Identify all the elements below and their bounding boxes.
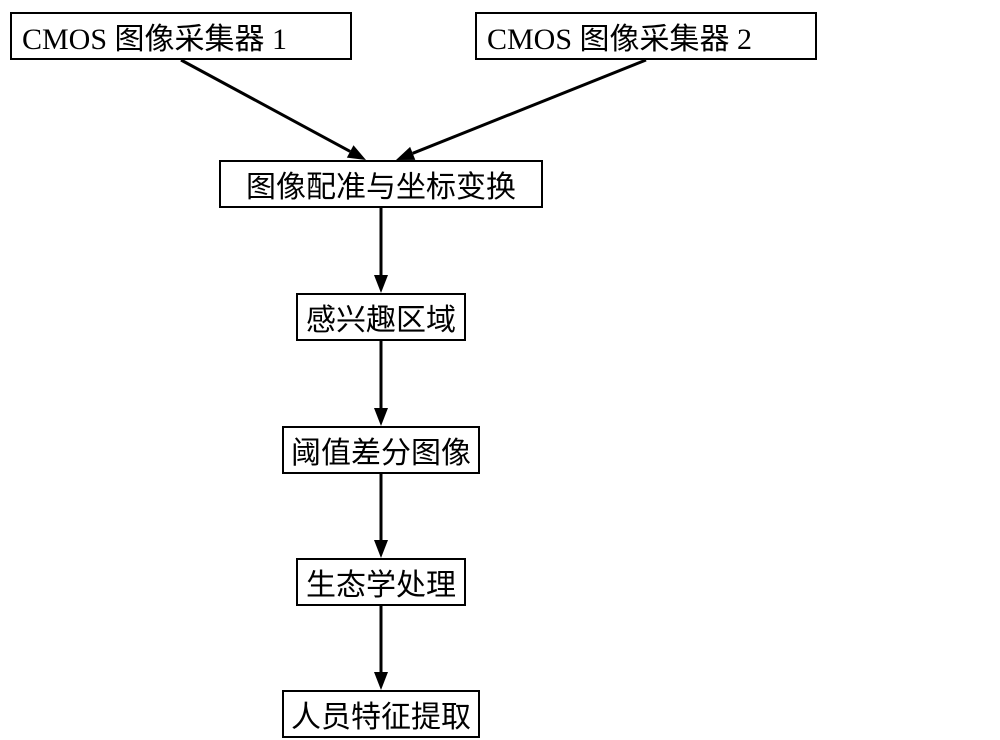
node-roi-label: 感兴趣区域: [306, 295, 456, 339]
node-ecology-process-label: 生态学处理: [306, 560, 456, 604]
node-ecology-process: 生态学处理: [296, 558, 466, 606]
node-cmos-collector-2: CMOS 图像采集器 2: [475, 12, 817, 60]
edge-thresh-to-eco: [374, 474, 388, 558]
flowchart-canvas: CMOS 图像采集器 1 CMOS 图像采集器 2 图像配准与坐标变换感兴趣区域阈值…: [0, 0, 1000, 740]
edge-roi-to-thresh: [374, 341, 388, 426]
node-registration: 图像配准与坐标变换: [219, 160, 543, 208]
node-feature-extract-label: 人员特征提取: [291, 692, 471, 736]
edge-eco-to-feat: [374, 606, 388, 690]
node-registration-label: 图像配准与坐标变换: [246, 162, 516, 206]
node-cmos-collector-1-label: CMOS 图像采集器 1: [22, 14, 287, 58]
node-cmos-collector-1: CMOS 图像采集器 1: [10, 12, 352, 60]
edge-reg-to-roi: [374, 208, 388, 293]
node-threshold-diff-label: 阈值差分图像: [291, 428, 471, 472]
edge-cmos2-to-reg: [396, 60, 646, 160]
node-roi: 感兴趣区域: [296, 293, 466, 341]
edge-cmos1-to-reg: [181, 60, 366, 160]
node-cmos-collector-2-label: CMOS 图像采集器 2: [487, 14, 752, 58]
node-threshold-diff: 阈值差分图像: [282, 426, 480, 474]
arrows-layer: [0, 0, 1000, 740]
node-feature-extract: 人员特征提取: [282, 690, 480, 738]
